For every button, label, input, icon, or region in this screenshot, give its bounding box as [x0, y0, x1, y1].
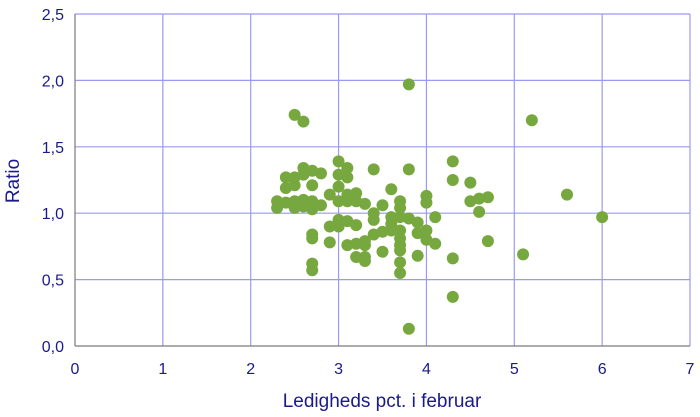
data-point [367, 163, 380, 176]
x-axis-title: Ledigheds pct. i februar [283, 391, 482, 412]
data-point [385, 183, 398, 196]
data-point [323, 220, 336, 233]
data-point [306, 179, 319, 192]
grid-layer [75, 13, 691, 346]
data-point [420, 196, 433, 209]
data-point [341, 162, 354, 175]
data-point [394, 201, 407, 214]
data-point [323, 188, 336, 201]
data-point [279, 196, 292, 209]
data-point [271, 201, 284, 214]
data-point [358, 197, 371, 210]
data-point [446, 252, 459, 265]
data-point [332, 220, 345, 233]
data-point [332, 155, 345, 168]
data-point [394, 211, 407, 224]
data-point [332, 195, 345, 208]
data-point [315, 199, 327, 212]
y-tick-label: 2,5 [42, 7, 64, 24]
data-point [332, 180, 345, 193]
data-point [394, 244, 407, 257]
data-point [411, 249, 424, 262]
data-point [402, 322, 415, 335]
data-point [358, 239, 371, 252]
x-tick-label: 5 [510, 361, 519, 378]
data-point [288, 201, 301, 214]
tick-label-layer: 0 1 2 3 4 5 6 7 0,0 0,5 1,0 1,5 2,0 2,5 [42, 7, 695, 378]
data-point [306, 232, 319, 245]
data-point [517, 248, 530, 261]
data-point [596, 211, 609, 224]
data-point [279, 171, 292, 184]
data-point [297, 115, 310, 128]
data-point [376, 225, 389, 238]
data-point [446, 155, 459, 168]
data-point [420, 224, 433, 237]
axis-layer [74, 14, 690, 347]
data-point [376, 199, 389, 212]
data-point [481, 235, 494, 248]
data-point [464, 176, 477, 189]
data-point [394, 266, 407, 279]
data-point [385, 224, 398, 237]
data-point [350, 219, 363, 232]
data-point [402, 78, 415, 91]
x-tick-label: 0 [71, 361, 80, 378]
data-point-layer [271, 78, 609, 335]
data-point [358, 255, 371, 268]
data-point [376, 245, 389, 258]
data-point [429, 211, 442, 224]
data-point [306, 264, 319, 277]
data-point [525, 114, 538, 127]
data-point [394, 256, 407, 269]
data-point [561, 188, 573, 201]
data-point [341, 171, 354, 184]
data-point [481, 191, 494, 204]
x-tick-label: 3 [334, 361, 343, 378]
y-tick-label: 0,5 [42, 273, 64, 290]
data-point [341, 195, 354, 208]
y-tick-label: 0,0 [42, 339, 64, 356]
x-tick-label: 6 [598, 361, 607, 378]
y-tick-label: 1,0 [42, 206, 64, 223]
x-tick-label: 4 [422, 361, 431, 378]
data-point [446, 290, 459, 303]
data-point [473, 192, 486, 205]
x-tick-label: 1 [158, 361, 167, 378]
data-point [367, 213, 380, 226]
y-tick-label: 1,5 [42, 140, 64, 157]
data-point [473, 205, 486, 218]
data-point [341, 239, 354, 252]
data-point [446, 174, 459, 186]
data-point [323, 236, 336, 249]
data-point [288, 179, 301, 192]
y-tick-label: 2,0 [42, 73, 64, 90]
x-tick-label: 7 [686, 361, 695, 378]
data-point [402, 163, 415, 176]
data-point [429, 237, 442, 250]
data-point [288, 108, 301, 121]
data-point [315, 167, 327, 180]
data-point [411, 216, 424, 229]
x-tick-label: 2 [246, 361, 255, 378]
y-axis-title: Ratio [3, 159, 24, 203]
